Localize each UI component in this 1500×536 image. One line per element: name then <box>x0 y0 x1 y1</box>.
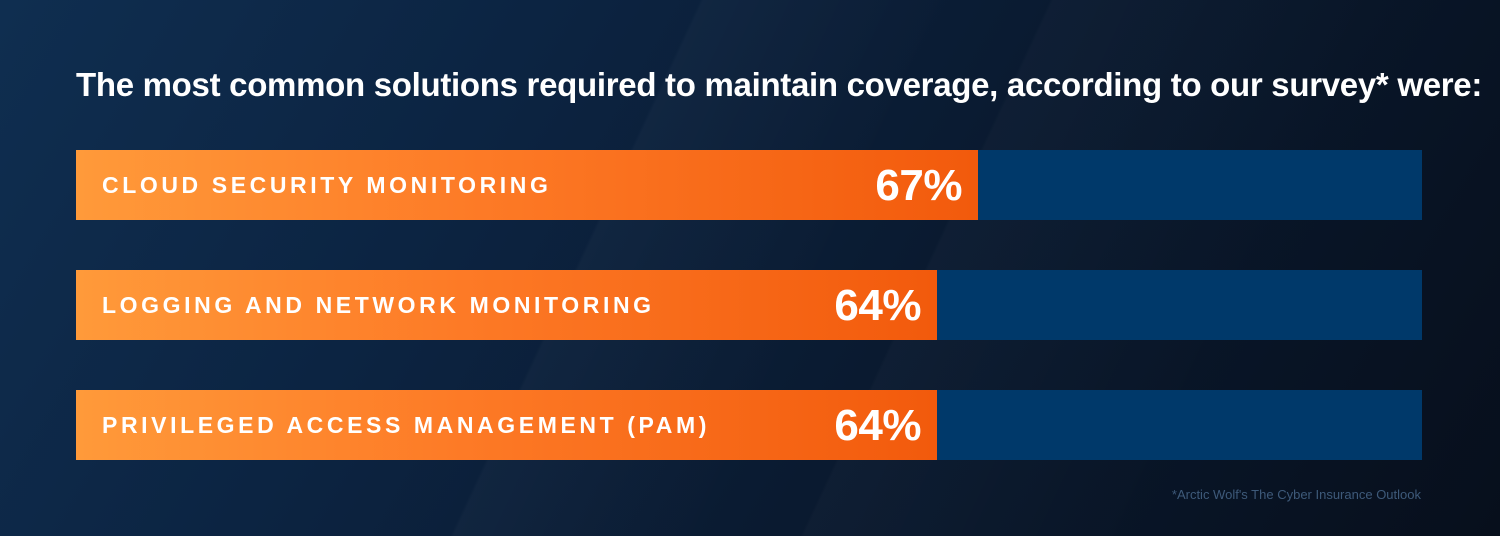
source-footnote: *Arctic Wolf's The Cyber Insurance Outlo… <box>1171 487 1421 502</box>
bar-value-label: 64% <box>834 401 921 450</box>
chart-title: The most common solutions required to ma… <box>76 66 1483 103</box>
bar-row: CLOUD SECURITY MONITORING 67% <box>76 150 1422 220</box>
bar-row: PRIVILEGED ACCESS MANAGEMENT (PAM) 64% <box>76 390 1422 460</box>
bar-chart: CLOUD SECURITY MONITORING 67% LOGGING AN… <box>76 150 1422 460</box>
bar-label: PRIVILEGED ACCESS MANAGEMENT (PAM) <box>102 412 710 438</box>
bar-row: LOGGING AND NETWORK MONITORING 64% <box>76 270 1422 340</box>
bar-privileged-access-management <box>76 390 937 460</box>
bar-label: CLOUD SECURITY MONITORING <box>102 172 552 198</box>
bar-value-label: 67% <box>875 161 962 210</box>
bar-value-label: 64% <box>834 281 921 330</box>
bar-cloud-security-monitoring <box>76 150 978 220</box>
bar-label: LOGGING AND NETWORK MONITORING <box>102 292 655 318</box>
bar-logging-and-network-monitoring <box>76 270 937 340</box>
